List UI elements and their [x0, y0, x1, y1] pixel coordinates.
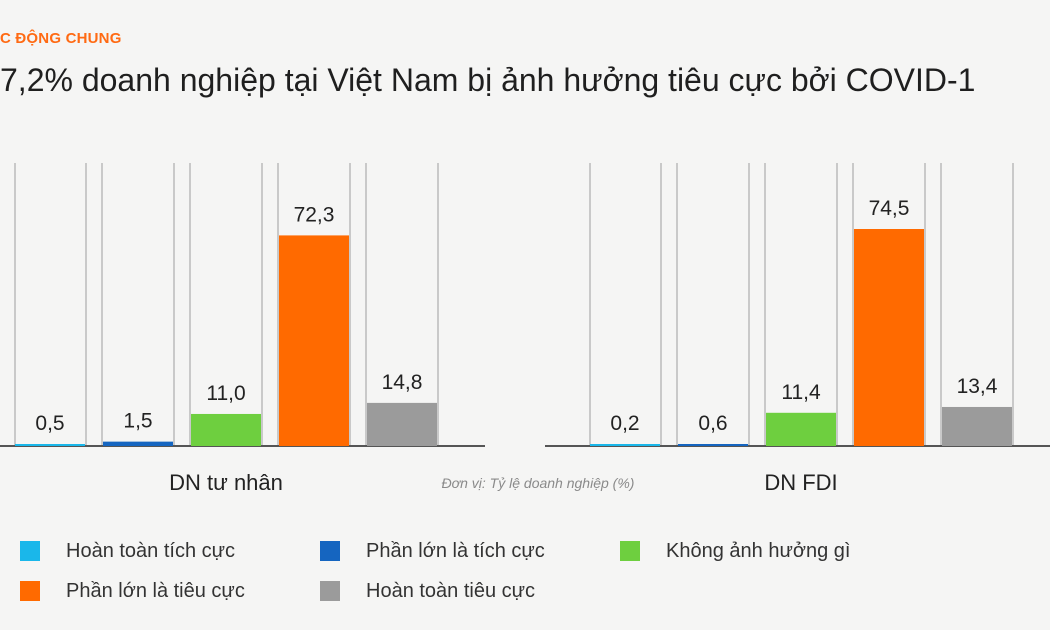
bar — [191, 413, 261, 446]
legend-swatch — [20, 581, 40, 601]
bar-value-label: 74,5 — [869, 197, 910, 220]
legend-swatch — [620, 541, 640, 561]
bar-value-label: 1,5 — [123, 410, 152, 433]
bar-value-label: 0,6 — [698, 412, 727, 435]
legend-label: Không ảnh hưởng gì — [666, 539, 851, 562]
legend-item: Phần lớn là tích cực — [320, 538, 620, 564]
bar — [367, 402, 437, 446]
legend-label: Phần lớn là tiêu cực — [66, 579, 245, 602]
chart-title: 7,2% doanh nghiệp tại Việt Nam bị ảnh hư… — [0, 62, 976, 98]
bar — [590, 444, 660, 446]
section-kicker: C ĐỘNG CHUNG — [0, 30, 122, 47]
bar — [854, 229, 924, 446]
bar — [279, 235, 349, 446]
chart-legend: Hoàn toàn tích cực Phần lớn là tích cực Kh… — [20, 538, 1020, 604]
legend-label: Phần lớn là tích cực — [366, 539, 545, 562]
unit-note: Đơn vị: Tỷ lệ doanh nghiệp (%) — [442, 475, 635, 491]
legend-swatch — [320, 581, 340, 601]
bar — [103, 441, 173, 446]
legend-label: Hoàn toàn tiêu cực — [366, 579, 536, 602]
bar-value-label: 0,2 — [610, 412, 639, 435]
legend-swatch — [320, 541, 340, 561]
bar — [678, 444, 748, 446]
bar — [942, 406, 1012, 446]
legend-swatch — [20, 541, 40, 561]
legend-label: Hoàn toàn tích cực — [66, 539, 236, 562]
bar-value-label: 11,0 — [206, 382, 245, 405]
bar-value-label: 13,4 — [957, 375, 998, 398]
legend-item: Hoàn toàn tích cực — [20, 538, 320, 564]
group-label: DN tư nhân — [169, 470, 283, 495]
bar-value-label: 72,3 — [294, 203, 335, 226]
group-label: DN FDI — [764, 470, 837, 495]
bar — [15, 444, 85, 446]
legend-item: Phần lớn là tiêu cực — [20, 578, 320, 604]
bar-chart: 0,5 1,5 11,0 72,3 14,8 DN tư nhân 0,2 0,6 11,4 74… — [0, 163, 1050, 495]
bar-value-label: 14,8 — [382, 371, 423, 394]
legend-item: Hoàn toàn tiêu cực — [320, 578, 620, 604]
bar — [766, 412, 836, 446]
bar-value-label: 11,4 — [781, 381, 821, 404]
legend-item: Không ảnh hưởng gì — [620, 538, 920, 564]
bar-value-label: 0,5 — [35, 412, 64, 435]
